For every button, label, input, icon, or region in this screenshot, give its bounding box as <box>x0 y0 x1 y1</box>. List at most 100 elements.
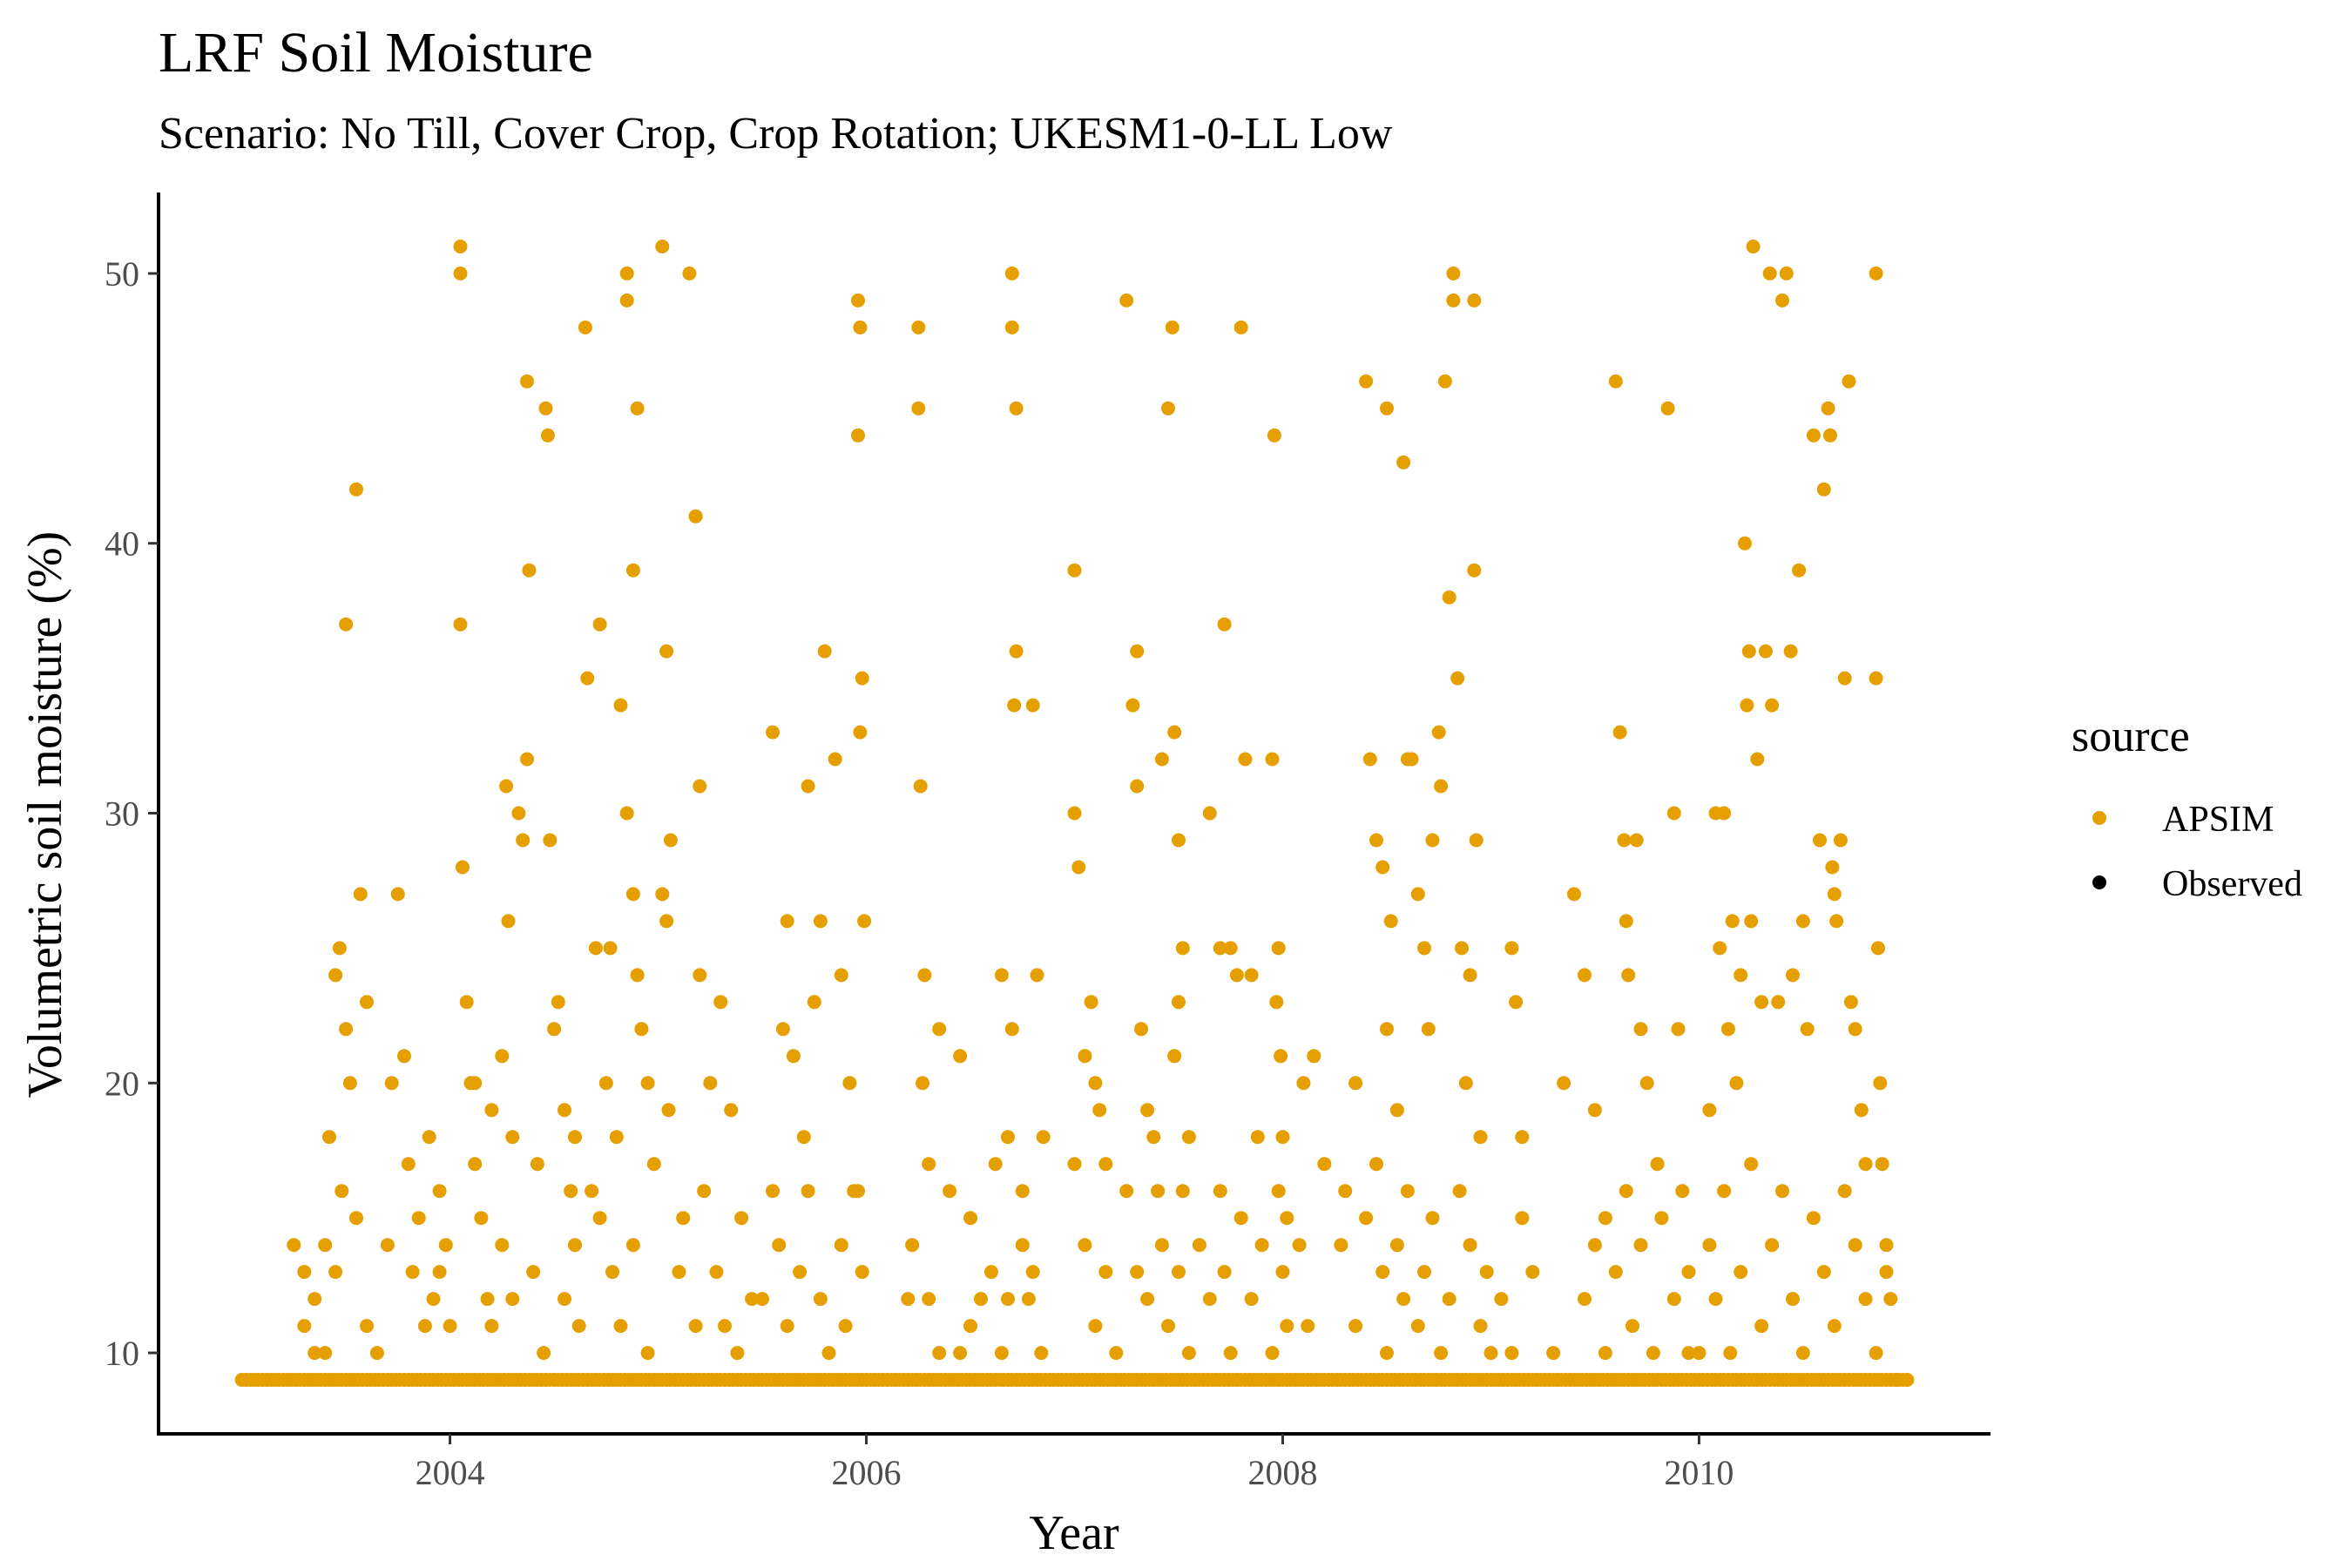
data-point-apsim <box>1515 1130 1530 1145</box>
data-point-apsim <box>1800 1022 1815 1037</box>
data-point-apsim <box>913 779 928 794</box>
data-point-apsim <box>766 725 780 740</box>
data-point-apsim <box>1741 644 1756 659</box>
data-point-apsim <box>1125 698 1140 713</box>
data-point-apsim <box>530 1157 544 1172</box>
data-point-apsim <box>1879 1238 1894 1253</box>
data-point-apsim <box>1071 860 1086 875</box>
data-point-apsim <box>1525 1265 1540 1280</box>
data-point-apsim <box>484 1319 499 1334</box>
data-point-apsim <box>353 887 368 902</box>
data-point-apsim <box>917 968 932 983</box>
data-point-apsim <box>1271 1184 1286 1199</box>
data-point-apsim <box>1467 293 1482 308</box>
data-point-apsim <box>1067 563 1082 578</box>
data-point-apsim <box>709 1265 724 1280</box>
data-point-apsim <box>1175 941 1190 956</box>
data-point-apsim <box>994 968 1009 983</box>
data-point-apsim <box>1765 698 1780 713</box>
data-point-apsim <box>1217 617 1232 632</box>
data-point-apsim <box>682 266 697 280</box>
data-point-apsim <box>857 914 872 929</box>
data-point-apsim <box>1746 240 1761 253</box>
data-point-apsim <box>1410 1319 1425 1334</box>
data-point-apsim <box>438 1238 453 1253</box>
data-point-apsim <box>1088 1076 1103 1091</box>
data-point-apsim <box>1879 1265 1894 1280</box>
data-point-apsim <box>551 995 565 1010</box>
data-point-apsim <box>1265 752 1280 767</box>
data-point-apsim <box>1479 1265 1494 1280</box>
data-point-apsim <box>1098 1265 1113 1280</box>
data-point-apsim <box>1765 1238 1780 1253</box>
data-point-apsim <box>1001 1130 1015 1145</box>
data-point-apsim <box>1359 374 1374 389</box>
data-point-apsim <box>994 1346 1009 1361</box>
data-point-apsim <box>916 1076 929 1091</box>
data-point-apsim <box>1078 1238 1092 1253</box>
data-point-apsim <box>1869 1346 1883 1361</box>
data-point-apsim <box>1771 995 1786 1010</box>
data-point-apsim <box>308 1346 322 1361</box>
data-point-apsim <box>1369 1157 1383 1172</box>
data-point-apsim <box>1708 1292 1723 1307</box>
data-point-apsim <box>411 1211 426 1226</box>
data-point-apsim <box>838 1319 853 1334</box>
data-point-apsim <box>963 1319 977 1334</box>
chart-subtitle: Scenario: No Till, Cover Crop, Crop Rota… <box>159 109 1393 159</box>
data-point-apsim <box>1843 995 1858 1010</box>
data-point-apsim <box>963 1211 977 1226</box>
data-point-apsim <box>1172 833 1186 848</box>
data-point-apsim <box>1269 995 1284 1010</box>
data-point-apsim <box>522 563 537 578</box>
data-point-apsim <box>793 1265 808 1280</box>
data-point-apsim <box>1675 1184 1690 1199</box>
legend-key-observed <box>2092 875 2106 889</box>
data-point-apsim <box>1786 968 1800 983</box>
data-point-apsim <box>1280 1211 1294 1226</box>
data-point-apsim <box>1578 968 1592 983</box>
data-point-apsim <box>786 1049 801 1064</box>
data-point-apsim <box>1271 941 1286 956</box>
data-point-apsim <box>1280 1319 1294 1334</box>
data-point-apsim <box>369 1346 384 1361</box>
data-point-apsim <box>1165 320 1179 335</box>
data-point-apsim <box>1621 968 1636 983</box>
data-point-apsim <box>901 1292 916 1307</box>
data-point-apsim <box>592 617 607 632</box>
data-point-apsim <box>1650 1157 1665 1172</box>
data-point-apsim <box>1713 941 1727 956</box>
data-point-apsim <box>842 1076 857 1091</box>
data-point-apsim <box>1842 374 1856 389</box>
data-point-apsim <box>501 914 516 929</box>
data-point-apsim <box>1348 1319 1363 1334</box>
data-point-apsim <box>1783 644 1798 659</box>
data-point-apsim <box>1233 320 1248 335</box>
data-point-apsim <box>432 1265 447 1280</box>
data-point-apsim <box>297 1265 312 1280</box>
data-point-apsim <box>713 995 728 1010</box>
data-point-apsim <box>1869 266 1883 280</box>
data-point-apsim <box>655 240 670 253</box>
data-point-apsim <box>335 1184 349 1199</box>
data-point-apsim <box>426 1292 441 1307</box>
data-point-apsim <box>585 1184 599 1199</box>
data-point-apsim <box>520 752 534 767</box>
data-point-apsim <box>834 1238 848 1253</box>
data-point-apsim <box>1004 320 1019 335</box>
legend-title: source <box>2072 712 2190 761</box>
data-point-apsim <box>1434 1346 1449 1361</box>
y-tick-label: 10 <box>105 1334 139 1373</box>
data-points <box>234 240 1915 1387</box>
data-point-apsim <box>1092 1103 1107 1118</box>
data-point-apsim <box>821 1346 836 1361</box>
data-point-apsim <box>390 887 405 902</box>
data-point-apsim <box>1681 1265 1696 1280</box>
data-point-apsim <box>328 1265 343 1280</box>
data-point-apsim <box>511 806 526 821</box>
data-point-apsim <box>1404 752 1419 767</box>
data-point-apsim <box>1617 833 1632 848</box>
data-point-apsim <box>543 833 558 848</box>
data-point-apsim <box>1172 995 1186 1010</box>
data-point-apsim <box>1754 1319 1769 1334</box>
